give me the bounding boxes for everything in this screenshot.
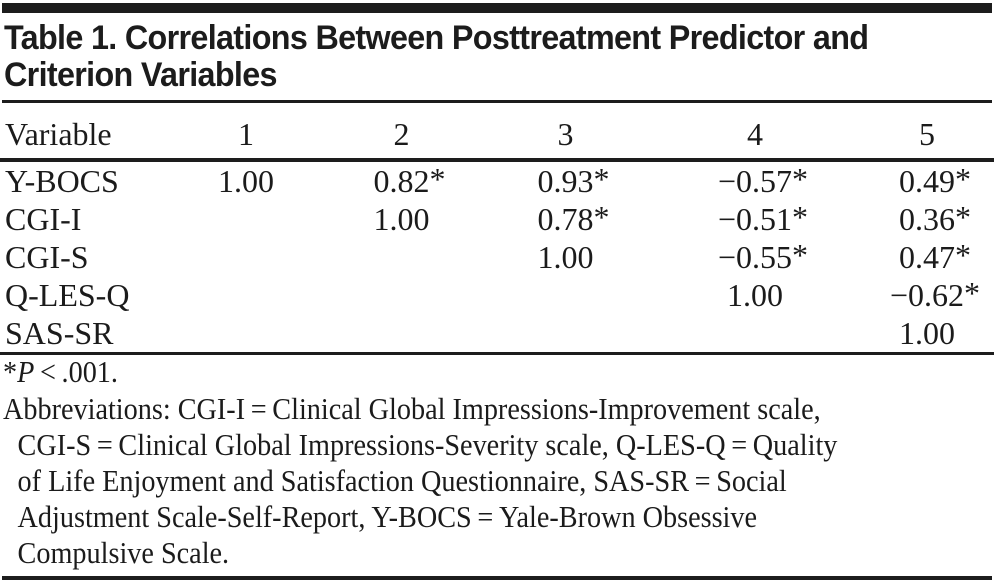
correlation-cell: 1.00 — [727, 276, 783, 313]
header-row: Variable 1 2 3 4 5 — [0, 103, 994, 162]
correlation-cell: −0.62 * — [889, 274, 981, 313]
table-row: Y-BOCS 1.00 0.82 * 0.93 * −0.57 * 0.49 * — [0, 160, 994, 200]
abbreviations-line: Adjustment Scale-Self-Report, Y-BOCS = Y… — [17, 499, 758, 534]
row-label: CGI-S — [5, 238, 89, 275]
correlation-cell: 1.00 — [860, 314, 994, 355]
correlation-cell: −0.51 * — [717, 198, 809, 237]
footnote-significance: *P < .001. — [3, 354, 994, 390]
correlation-cell — [322, 276, 481, 314]
column-header-1: 1 — [170, 103, 322, 162]
correlation-cell — [322, 238, 481, 276]
column-header-variable: Variable — [0, 103, 170, 162]
row-label: CGI-I — [5, 200, 82, 237]
column-header-2: 2 — [322, 103, 481, 162]
column-header-4: 4 — [650, 103, 860, 162]
top-divider — [2, 3, 992, 13]
correlation-cell — [322, 314, 481, 355]
significance-p: P — [17, 354, 35, 389]
correlation-cell: 1.00 — [373, 200, 430, 237]
correlation-cell — [170, 314, 322, 355]
abbreviations-line: of Life Enjoyment and Satisfaction Quest… — [17, 463, 787, 498]
row-label: SAS-SR — [0, 314, 170, 355]
correlation-cell: 0.82 * — [373, 160, 446, 199]
correlation-table: Variable 1 2 3 4 5 Y-BOCS 1.00 0.82 * 0.9… — [0, 103, 994, 355]
correlation-cell: 1.00 — [218, 162, 274, 199]
column-header-5: 5 — [860, 103, 994, 162]
correlation-cell — [650, 314, 860, 355]
bottom-divider — [2, 576, 992, 580]
correlation-cell: −0.57 * — [717, 160, 809, 199]
abbreviations-line: CGI-S = Clinical Global Impressions-Seve… — [17, 427, 838, 462]
correlation-cell — [170, 238, 322, 276]
significance-star: * — [3, 354, 18, 389]
row-label: Q-LES-Q — [5, 276, 130, 313]
abbreviations-line: Abbreviations: CGI-I = Clinical Global I… — [3, 391, 821, 426]
column-header-3: 3 — [481, 103, 650, 162]
row-label: Y-BOCS — [5, 162, 119, 199]
correlation-cell: 0.47 * — [899, 236, 971, 275]
table-row: SAS-SR 1.00 — [0, 314, 994, 355]
title-divider — [2, 100, 992, 103]
significance-threshold: < .001. — [34, 354, 118, 389]
footnotes-block: *P < .001. Abbreviations: CGI-I = Clinic… — [3, 354, 994, 571]
correlation-cell — [170, 200, 322, 238]
correlation-cell: 0.49 * — [899, 160, 971, 199]
table-row: CGI-I 1.00 0.78 * −0.51 * 0.36 * — [0, 198, 994, 238]
table-title: Table 1. Correlations Between Posttreatm… — [4, 19, 869, 94]
abbreviations-line: Compulsive Scale. — [17, 535, 230, 570]
correlation-cell — [170, 276, 322, 314]
correlation-cell: 0.93 * — [537, 160, 610, 199]
correlation-cell: 1.00 — [537, 238, 594, 275]
correlation-cell — [481, 314, 650, 355]
correlation-cell — [481, 276, 650, 314]
correlation-cell: 0.78 * — [537, 198, 610, 237]
table-row: Q-LES-Q 1.00 −0.62 * — [0, 274, 994, 314]
correlation-cell: −0.55 * — [717, 236, 809, 275]
correlation-cell: 0.36 * — [899, 198, 971, 237]
table-row: CGI-S 1.00 −0.55 * 0.47 * — [0, 236, 994, 276]
